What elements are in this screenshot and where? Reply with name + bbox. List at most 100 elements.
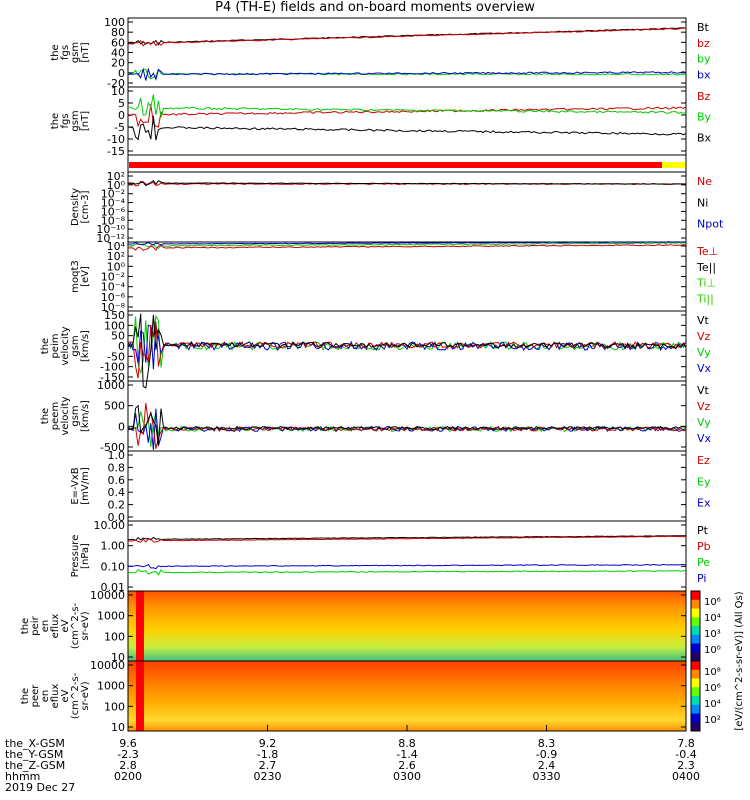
efield-legend-Ex: Ex xyxy=(697,497,711,510)
xtick-t: 0400 xyxy=(672,770,700,783)
fgs-bottom-ytick-label: -5 xyxy=(114,121,125,134)
peim-vel-ytick-label: -50 xyxy=(107,350,125,363)
efield-ylabel: E=-VxB xyxy=(70,467,81,504)
fgs-bottom-legend-Bz: Bz xyxy=(697,90,711,103)
colorbar-tick: 10⁶ xyxy=(704,597,721,608)
efield-ytick-label: 0.4 xyxy=(108,486,126,499)
peer-spec-ytick-label: 10 xyxy=(111,721,125,734)
peim-vel-legend-Vx: Vx xyxy=(697,362,712,375)
fgs-top-frame xyxy=(127,17,687,88)
peer-spec-ylabel: the xyxy=(20,688,31,704)
peer-spec-ylabel: eV xyxy=(60,689,71,702)
fgs-top-ytick-label: 80 xyxy=(111,26,125,39)
peim-vel-ytick-label: 150 xyxy=(104,309,125,322)
pressure-legend-Pe: Pe xyxy=(697,556,710,569)
peim-vel-ylabel: peim xyxy=(50,333,61,358)
trace-Te xyxy=(128,244,687,252)
peim-vel-ytick-label: 50 xyxy=(111,330,125,343)
peir-spec-ytick-label: 10000 xyxy=(90,589,125,602)
xaxis-row-label: the_Y-GSM xyxy=(5,748,63,761)
peer-spec-ylabel: sr-eV) xyxy=(80,681,91,710)
pressure-legend-Pi: Pi xyxy=(697,572,706,585)
colorbar-segment xyxy=(691,634,700,644)
colorbar-segment xyxy=(691,652,700,662)
peem-vel-ytick-label: 0 xyxy=(118,420,125,433)
density-frame xyxy=(127,171,687,243)
efield-frame xyxy=(127,450,687,522)
temp-ylabel: [eV] xyxy=(80,266,91,287)
peir-spec-ytick-label: 100 xyxy=(104,630,125,643)
colorbar-tick: 10² xyxy=(704,715,721,726)
xaxis-row-label: the_Z-GSM xyxy=(5,759,65,772)
fgs-bottom-legend-Bx: Bx xyxy=(697,131,712,144)
xtick-z: 2.4 xyxy=(538,759,556,772)
pressure-ylabel: [nPa] xyxy=(80,543,91,569)
pressure-legend-Pt: Pt xyxy=(697,524,709,537)
fgs-top-ytick-label: -20 xyxy=(107,77,125,90)
pressure-ytick-label: 0.10 xyxy=(101,560,126,573)
peir-spec-ylabel: eV xyxy=(60,619,71,632)
density-ytick-label: 10⁻² xyxy=(101,188,125,201)
peim-vel-legend-Vt: Vt xyxy=(697,314,710,327)
colorbar-segment xyxy=(691,599,700,609)
temp-ytick-label: 10² xyxy=(107,250,125,263)
fgs-bottom-legend-By: By xyxy=(697,111,712,124)
peim-vel-ylabel: [km/s] xyxy=(80,330,91,362)
fgs-top-ytick-label: 0 xyxy=(118,67,125,80)
trace-Bx xyxy=(127,115,687,141)
colorbar-segment xyxy=(691,704,700,714)
colorbar-tick: 10⁴ xyxy=(704,699,721,710)
xtick-y: -1.8 xyxy=(257,748,278,761)
peem-vel-ytick-label: 500 xyxy=(104,400,125,413)
pressure-ytick-label: 10.00 xyxy=(94,519,126,532)
peer-spec-ytick-label: 1000 xyxy=(97,680,125,693)
temp-legend-Te||: Te|| xyxy=(696,261,716,274)
peem-vel-legend-Vz: Vz xyxy=(697,400,711,413)
fgs-top-ytick-label: 60 xyxy=(111,36,125,49)
fgs-top-ytick-label: 20 xyxy=(111,57,125,70)
density-legend-Ni: Ni xyxy=(697,196,708,209)
temp-legend-Ti⊥: Ti⊥ xyxy=(696,277,716,290)
peir-spec-ylabel: sr-eV) xyxy=(80,611,91,640)
peem-vel-legend-Vt: Vt xyxy=(697,384,710,397)
peem-vel-ylabel: velocity xyxy=(60,396,71,435)
peim-vel-ytick-label: -100 xyxy=(100,361,125,374)
peir-spec-ytick-label: 10 xyxy=(111,651,125,664)
peem-vel-legend-Vx: Vx xyxy=(697,432,712,445)
fgs-bottom-ytick-label: -10 xyxy=(107,133,125,146)
trace-peim-Vt xyxy=(127,313,687,389)
colorbar-segment xyxy=(691,661,700,671)
fgs-top-legend-Bt: Bt xyxy=(697,21,710,34)
xtick-y: -2.3 xyxy=(117,748,138,761)
peer-spec-ytick-label: 100 xyxy=(104,700,125,713)
xtick-y: -0.9 xyxy=(536,748,557,761)
efield-ytick-label: 0.6 xyxy=(108,474,126,487)
fgs-top-legend-bz: bz xyxy=(697,37,710,50)
peem-vel-ylabel: [km/s] xyxy=(80,400,91,432)
xtick-x: 8.3 xyxy=(538,737,556,750)
temp-legend-Ti||: Ti|| xyxy=(696,292,714,305)
peir-spec-ylabel: (cm^2-s- xyxy=(70,602,81,649)
peim-vel-ylabel: the xyxy=(40,338,51,354)
pressure-frame xyxy=(127,520,687,592)
peir-spec-image xyxy=(128,591,686,661)
fgs-top-legend-by: by xyxy=(697,53,711,66)
peim-vel-legend-Vz: Vz xyxy=(697,330,711,343)
fgs-top-ylabel: gsm xyxy=(70,42,81,63)
colorbar-segment xyxy=(691,687,700,697)
xtick-y: -0.4 xyxy=(675,748,696,761)
efield-ytick-label: 1.0 xyxy=(108,449,126,462)
pressure-ytick-label: 1.00 xyxy=(101,540,126,553)
colorbar-tick: 10⁰ xyxy=(704,645,721,656)
fgs-bottom-ytick-label: -15 xyxy=(107,145,125,158)
temp-ytick-label: 10⁻⁸ xyxy=(101,301,126,314)
xtick-t: 0200 xyxy=(114,770,142,783)
peer-spec-ylabel: en xyxy=(40,690,51,703)
colorbar-segment xyxy=(691,626,700,636)
density-legend-Ne: Ne xyxy=(697,175,712,188)
peir-spec-burst xyxy=(136,591,144,661)
xtick-x: 9.2 xyxy=(259,737,277,750)
colorbar-tick: 10⁴ xyxy=(704,613,721,624)
xtick-z: 2.3 xyxy=(677,759,695,772)
temp-legend-Te⊥: Te⊥ xyxy=(696,245,718,258)
